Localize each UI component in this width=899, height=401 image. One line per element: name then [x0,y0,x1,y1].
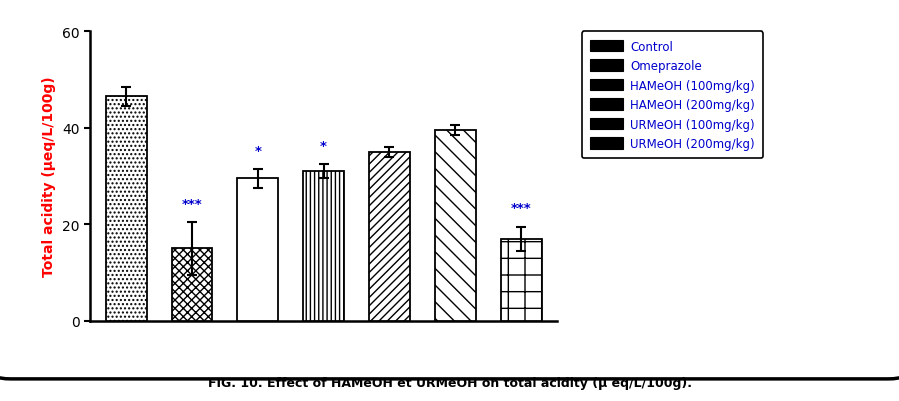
Text: *: * [320,140,327,152]
Text: ***: *** [511,202,531,215]
Text: *: * [254,144,262,157]
Text: ***: *** [182,197,202,210]
Bar [237,179,278,321]
Bar [172,249,212,321]
Bar [106,97,147,321]
Legend: Control, Omeprazole, HAMeOH (100mg/kg), HAMeOH (200mg/kg), URMeOH (100mg/kg), UR: Control, Omeprazole, HAMeOH (100mg/kg), … [582,32,763,159]
Bar [369,152,410,321]
Y-axis label: Total acidity (μeq/L/100g): Total acidity (μeq/L/100g) [42,76,57,277]
Bar [501,239,541,321]
FancyBboxPatch shape [0,0,899,379]
Bar [435,131,476,321]
Bar [303,172,344,321]
Text: FIG. 10. Effect of HAMeOH et URMeOH on total acidity (μ eq/L/100g).: FIG. 10. Effect of HAMeOH et URMeOH on t… [208,377,691,389]
